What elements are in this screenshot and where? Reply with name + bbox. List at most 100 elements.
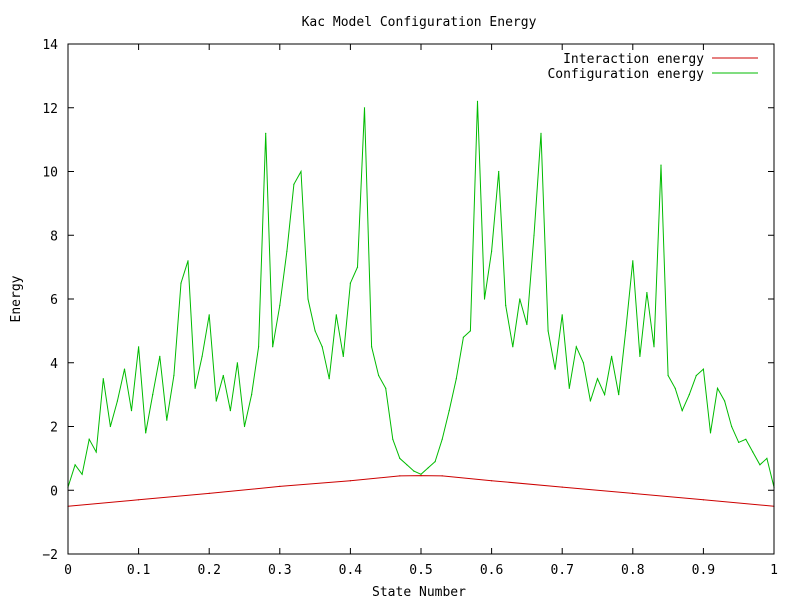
series-line-1	[67, 101, 775, 488]
series-1-point	[399, 457, 401, 459]
series-1-point	[420, 473, 422, 475]
series-1-point	[632, 260, 634, 262]
series-1-point	[483, 298, 486, 300]
series-1-point	[385, 387, 387, 389]
series-1-point	[378, 374, 380, 377]
series-0-point	[561, 486, 563, 488]
series-1-point	[74, 464, 76, 466]
y-tick-label: 4	[50, 357, 58, 372]
x-tick-label: 1	[770, 563, 778, 578]
x-tick-label: 0.5	[409, 563, 432, 578]
series-0-point	[208, 492, 210, 494]
series-1-point	[462, 336, 464, 338]
series-1-point	[674, 387, 676, 389]
series-0-point	[279, 485, 281, 487]
series-1-point	[469, 330, 471, 332]
legend: Interaction energy Configuration energy	[547, 52, 758, 82]
series-1-point	[314, 330, 316, 332]
series-1-point	[335, 314, 337, 316]
y-tick-label: 6	[50, 293, 58, 308]
series-1-point	[102, 378, 104, 380]
x-tick-label: 0.6	[480, 563, 503, 578]
series-1-point	[138, 346, 140, 348]
series-1-point	[321, 346, 323, 348]
chart-title: Kac Model Configuration Energy	[302, 15, 537, 30]
series-1-point	[695, 374, 697, 377]
series-0-point	[702, 499, 705, 501]
x-tick-label: 0	[64, 563, 72, 578]
series-1-point	[363, 107, 366, 109]
series-1-point	[229, 410, 231, 412]
series-1-point	[307, 298, 309, 300]
series-1-point	[448, 410, 450, 412]
series-1-point	[123, 368, 126, 370]
series-1-point	[731, 425, 733, 428]
series-1-point	[342, 355, 344, 357]
series-1-point	[667, 374, 669, 377]
legend-label-interaction: Interaction energy	[563, 52, 704, 67]
series-1-point	[81, 473, 83, 475]
series-1-point	[491, 250, 493, 252]
series-1-point	[476, 100, 479, 102]
series-0-point	[138, 499, 140, 501]
series-1-point	[413, 470, 415, 472]
series-1-point	[145, 432, 147, 434]
series-1-point	[716, 387, 719, 389]
x-tick-label: 0.4	[339, 563, 363, 578]
series-1-point	[441, 438, 443, 440]
series-1-point	[639, 355, 641, 357]
series-1-point	[519, 298, 521, 300]
series-1-point	[392, 438, 394, 440]
series-1-point	[279, 304, 281, 306]
series-1-point	[533, 234, 535, 236]
y-tick-label: −2	[42, 548, 58, 563]
series-1-point	[116, 400, 118, 402]
x-tick-label: 0.7	[550, 563, 573, 578]
series-1-point	[293, 183, 295, 185]
series-1-point	[596, 378, 599, 380]
y-axis-label: Energy	[9, 275, 24, 322]
series-1-point	[173, 374, 175, 377]
series-1-point	[187, 260, 189, 262]
series-1-point	[660, 164, 662, 166]
series-1-point	[724, 400, 726, 402]
x-axis-label: State Number	[372, 585, 466, 600]
series-1-point	[427, 467, 429, 469]
series-1-point	[688, 394, 690, 396]
series-1-point	[611, 355, 613, 357]
x-axis: 0 0.1 0.2 0.3 0.4 0.5 0.6 0.7 0.8 0.9 1	[64, 44, 778, 578]
series-1-point	[646, 292, 648, 294]
y-tick-label: 8	[50, 229, 58, 244]
series-1-point	[505, 304, 507, 306]
series-1-point	[512, 346, 514, 348]
y-tick-label: 10	[42, 166, 58, 181]
series-1-point	[561, 314, 563, 316]
series-0-point	[399, 475, 401, 477]
x-tick-label: 0.8	[621, 563, 644, 578]
y-tick-label: 12	[42, 102, 58, 117]
series-1-point	[328, 378, 330, 380]
series-1-point	[498, 170, 500, 173]
x-tick-label: 0.2	[197, 563, 220, 578]
series-line-0	[67, 475, 775, 507]
series-1-point	[766, 457, 768, 459]
series-1-point	[526, 323, 528, 326]
series-1-point	[371, 346, 373, 348]
y-tick-label: 0	[50, 484, 58, 499]
series-1-point	[265, 132, 267, 134]
series-1-point	[243, 425, 246, 428]
series-1-point	[625, 330, 627, 332]
series-1-point	[300, 170, 302, 173]
series-1-point	[215, 400, 217, 402]
series-1-point	[554, 368, 556, 370]
series-1-point	[434, 461, 436, 463]
series-1-point	[681, 410, 683, 412]
x-tick-label: 0.9	[692, 563, 715, 578]
series-1-point	[251, 394, 253, 396]
y-axis: −2 0 2 4 6 8 10 12 14	[42, 38, 774, 563]
series-0-point	[349, 480, 351, 482]
series-0-point	[420, 475, 422, 477]
series-layer	[67, 100, 775, 507]
series-1-point	[349, 282, 351, 284]
